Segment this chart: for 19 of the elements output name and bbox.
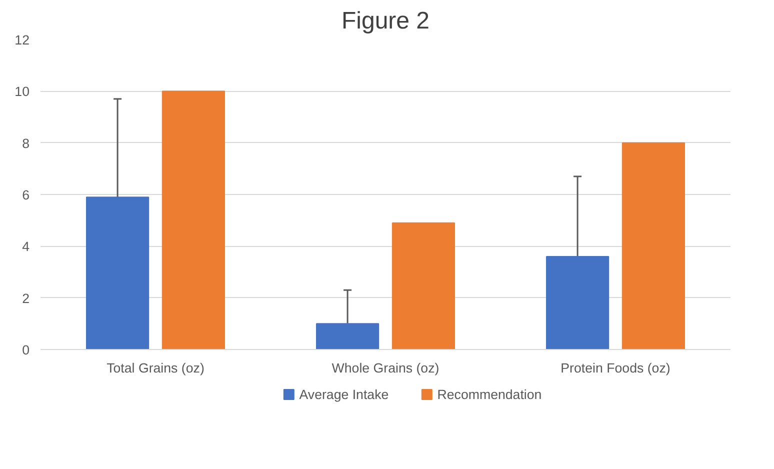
y-tick-label: 0 xyxy=(22,342,30,358)
bar xyxy=(622,142,685,350)
y-tick-label: 10 xyxy=(14,84,30,100)
y-tick-label: 12 xyxy=(14,32,30,48)
legend-label: Average Intake xyxy=(299,387,389,402)
bar xyxy=(546,256,610,350)
x-tick-label: Whole Grains (oz) xyxy=(332,360,440,376)
y-tick-label: 8 xyxy=(22,136,30,151)
x-tick-label: Protein Foods (oz) xyxy=(560,360,670,376)
bar xyxy=(316,323,380,350)
bar xyxy=(392,222,455,350)
y-tick-label: 6 xyxy=(22,188,30,202)
legend-label: Recommendation xyxy=(437,387,542,402)
y-tick-label: 4 xyxy=(22,239,30,254)
x-tick-label: Total Grains (oz) xyxy=(106,360,204,376)
bar xyxy=(162,90,225,350)
y-tick-label: 2 xyxy=(22,290,30,306)
bar xyxy=(86,196,150,350)
chart-title: Figure 2 xyxy=(341,8,430,34)
